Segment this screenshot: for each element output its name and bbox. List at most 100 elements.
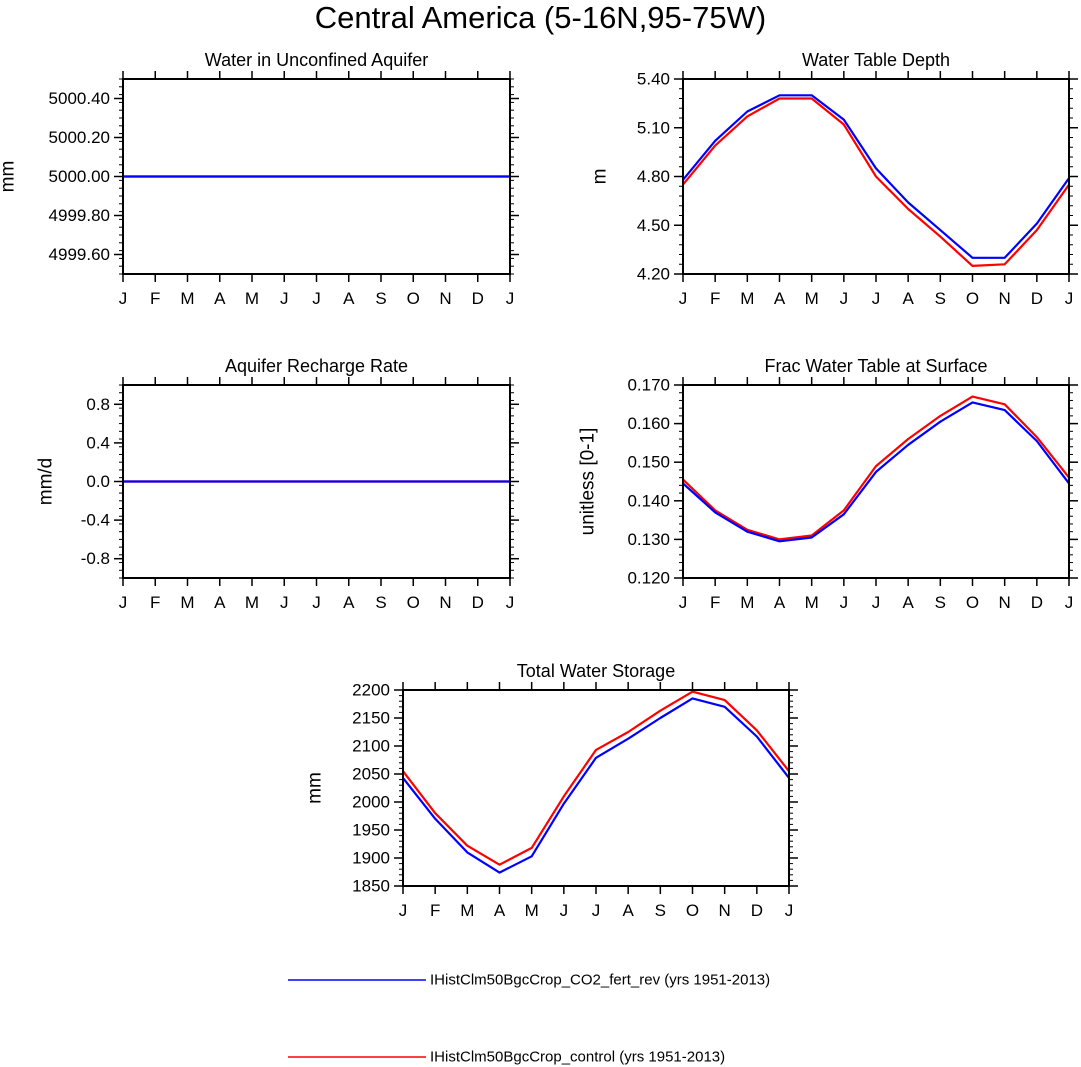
panel-title: Frac Water Table at Surface [764,356,987,376]
x-tick-label: D [472,593,484,612]
panel-title: Aquifer Recharge Rate [225,356,408,376]
x-tick-label: A [622,901,634,920]
y-tick-label: 0.130 [627,530,670,549]
y-tick-label: 2150 [352,709,390,728]
y-tick-label: 0.160 [627,414,670,433]
y-tick-label: 5000.40 [49,89,110,108]
legend-label-1: IHistClm50BgcCrop_CO2_fert_rev (yrs 1951… [430,972,770,989]
y-tick-label: 5.10 [637,118,670,137]
y-tick-label: 0.120 [627,569,670,588]
x-tick-label: A [902,593,914,612]
x-tick-label: J [840,289,849,308]
x-tick-label: J [312,593,321,612]
x-tick-label: F [430,901,440,920]
y-tick-label: 2200 [352,681,390,700]
plot-frame [122,78,511,275]
x-tick-label: J [592,901,601,920]
y-tick-label: 5.40 [637,70,670,89]
y-axis-label: mm [0,161,19,193]
y-tick-label: 4.20 [637,265,670,284]
y-tick-label: 0.150 [627,453,670,472]
x-tick-label: A [494,901,506,920]
y-tick-label: 5000.20 [49,128,110,147]
legend: IHistClm50BgcCrop_CO2_fert_rev (yrs 1951… [288,972,770,1066]
x-tick-label: A [214,593,226,612]
x-tick-label: D [472,289,484,308]
y-tick-label: 0.0 [86,472,110,491]
y-tick-label: 0.4 [86,433,110,452]
x-tick-label: J [506,289,515,308]
y-tick-label: 2100 [352,737,390,756]
chart-panel-4: Frac Water Table at Surface unitless [0-1… [578,356,1078,612]
x-tick-label: S [375,593,386,612]
x-tick-label: M [740,593,754,612]
x-tick-label: D [1031,593,1043,612]
series-line-2 [402,697,790,874]
x-tick-label: N [719,901,731,920]
x-tick-label: N [439,289,451,308]
x-tick-label: M [740,289,754,308]
y-tick-label: 2000 [352,793,390,812]
series-line-2 [682,94,1070,259]
x-tick-label: A [902,289,914,308]
x-tick-label: J [280,593,289,612]
x-tick-label: S [375,289,386,308]
x-tick-label: J [1065,593,1074,612]
x-tick-label: A [774,593,786,612]
x-tick-label: D [751,901,763,920]
x-tick-label: O [966,593,979,612]
x-tick-label: D [1031,289,1043,308]
x-tick-label: J [280,289,289,308]
x-tick-label: M [805,593,819,612]
plot-frame [122,384,511,579]
y-axis-label: m [590,169,611,185]
x-tick-label: J [872,289,881,308]
plot-frame [402,689,790,887]
x-tick-label: J [119,289,128,308]
y-tick-label: 4999.60 [49,245,110,264]
x-tick-label: J [119,593,128,612]
x-tick-label: O [966,289,979,308]
x-tick-label: O [407,593,420,612]
x-tick-label: J [399,901,408,920]
x-tick-label: F [710,289,720,308]
y-tick-label: -0.4 [81,511,110,530]
x-tick-label: J [785,901,794,920]
y-tick-label: 1850 [352,877,390,896]
x-tick-label: F [710,593,720,612]
y-tick-label: 0.8 [86,395,110,414]
y-axis-label: mm/d [36,458,57,506]
x-tick-label: A [343,289,355,308]
y-axis-label: mm [305,772,326,804]
series-line-1 [682,97,1070,267]
x-tick-label: M [180,289,194,308]
y-tick-label: 4999.80 [49,206,110,225]
x-tick-label: M [805,289,819,308]
x-tick-label: M [245,289,259,308]
plot-frame [682,384,1070,579]
x-tick-label: F [150,289,160,308]
x-tick-label: N [439,593,451,612]
x-tick-label: F [150,593,160,612]
x-tick-label: M [460,901,474,920]
plot-frame [682,78,1070,275]
x-tick-label: J [560,901,569,920]
figure-title: Central America (5-16N,95-75W) [314,0,767,35]
x-tick-label: S [655,901,666,920]
panel-title: Total Water Storage [517,661,675,681]
x-tick-label: N [999,289,1011,308]
x-tick-label: M [525,901,539,920]
y-tick-label: 2050 [352,765,390,784]
y-tick-label: 0.140 [627,491,670,510]
x-tick-label: N [999,593,1011,612]
y-tick-label: 4.80 [637,167,670,186]
panel-title: Water Table Depth [802,50,950,70]
x-tick-label: J [679,289,688,308]
y-tick-label: 5000.00 [49,167,110,186]
x-tick-label: A [343,593,355,612]
x-tick-label: M [180,593,194,612]
x-tick-label: J [872,593,881,612]
